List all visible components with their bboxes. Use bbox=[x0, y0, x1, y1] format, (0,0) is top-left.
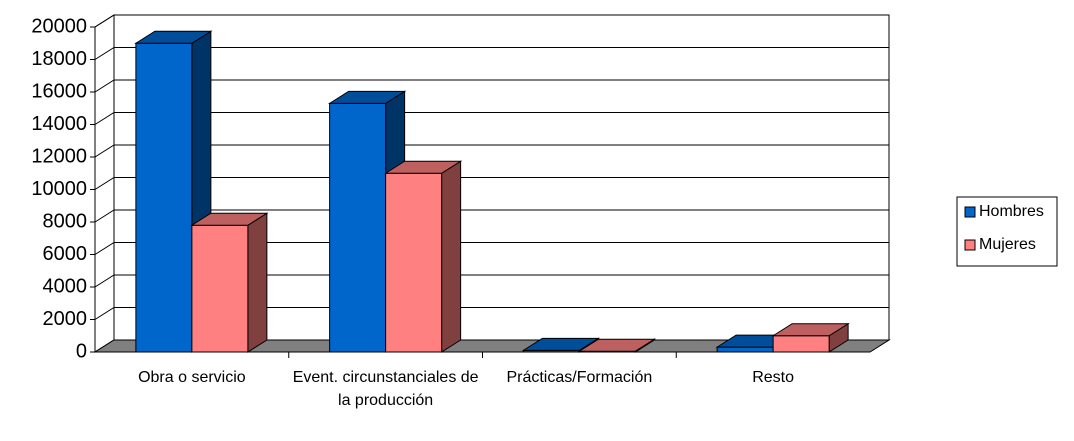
bar bbox=[771, 322, 850, 353]
grid-line bbox=[94, 307, 889, 320]
bar-side bbox=[441, 160, 462, 353]
grid-line bbox=[94, 14, 889, 28]
bar-front bbox=[772, 335, 830, 353]
grid-line bbox=[94, 144, 889, 158]
bar bbox=[383, 160, 463, 353]
grid-line bbox=[94, 47, 889, 60]
bar-side bbox=[247, 212, 268, 353]
y-tick-label: 0 bbox=[76, 340, 87, 362]
x-tick-label: Obra o servicio bbox=[138, 369, 246, 386]
y-tick-label: 6000 bbox=[43, 243, 88, 265]
grid-line bbox=[94, 209, 889, 223]
y-tick-label: 2000 bbox=[43, 308, 88, 330]
bar-top bbox=[383, 160, 463, 174]
bar-front bbox=[329, 102, 387, 353]
bar bbox=[577, 338, 657, 353]
bar-top bbox=[577, 338, 657, 352]
legend-label: Hombres bbox=[979, 203, 1044, 220]
y-tick-label: 10000 bbox=[31, 178, 87, 200]
y-tick-label: 18000 bbox=[31, 48, 87, 70]
grid-line bbox=[94, 242, 889, 255]
bar-front bbox=[385, 172, 443, 353]
y-tick-label: 14000 bbox=[31, 113, 87, 135]
bar-top bbox=[771, 323, 850, 337]
x-tick-label: Event. circunstanciales de la producción bbox=[292, 369, 479, 409]
legend-swatch bbox=[964, 206, 976, 218]
bar-top bbox=[327, 90, 407, 104]
bar-top bbox=[190, 212, 269, 226]
grid-line bbox=[94, 79, 889, 93]
bar-top bbox=[521, 337, 601, 351]
bar bbox=[327, 90, 407, 353]
bar-top bbox=[134, 30, 213, 44]
grid-line bbox=[94, 274, 889, 288]
bar-front bbox=[135, 42, 193, 353]
bar-front bbox=[716, 346, 774, 353]
y-tick-label: 4000 bbox=[43, 275, 88, 297]
y-tick-label: 8000 bbox=[43, 210, 88, 232]
legend-swatch bbox=[964, 239, 976, 251]
bar-front bbox=[191, 224, 249, 353]
y-tick-label: 16000 bbox=[31, 80, 87, 102]
y-tick-label: 20000 bbox=[31, 15, 87, 37]
legend-label: Mujeres bbox=[979, 236, 1036, 253]
bar bbox=[190, 212, 269, 353]
x-tick-label: Prácticas/Formación bbox=[506, 369, 653, 386]
grid-line bbox=[94, 177, 889, 190]
grid-line bbox=[94, 112, 889, 125]
x-tick-label: Resto bbox=[752, 369, 795, 386]
y-tick-label: 12000 bbox=[31, 145, 87, 167]
